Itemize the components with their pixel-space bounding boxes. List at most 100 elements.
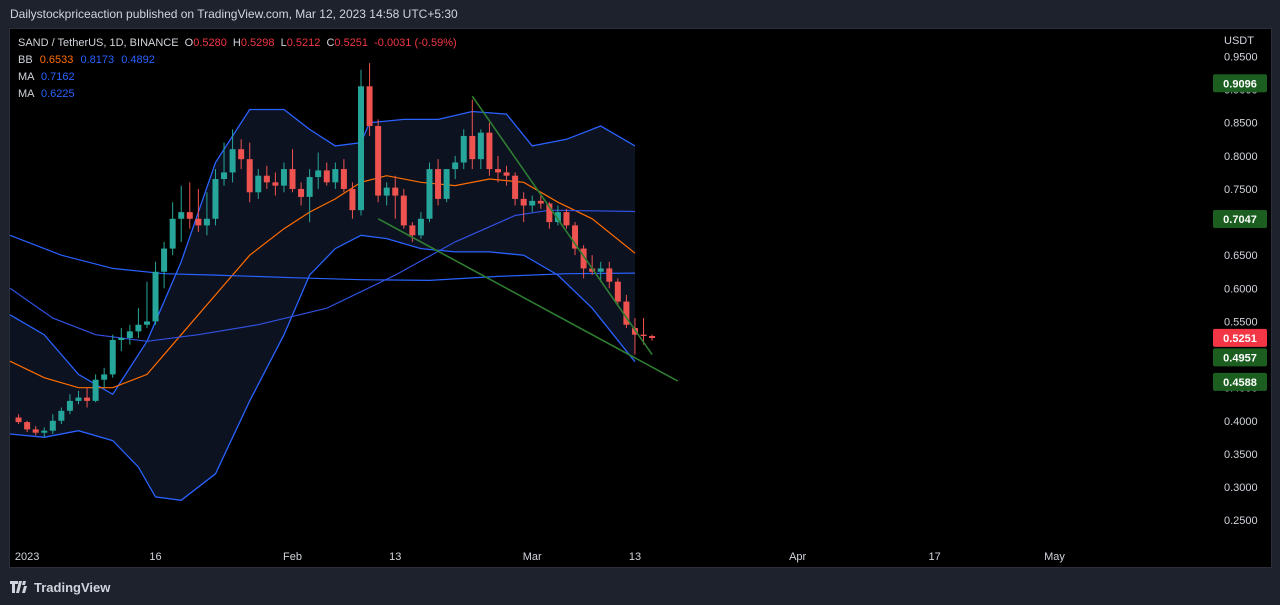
candle [426,162,433,223]
candle-body [246,159,253,193]
candle [512,172,519,206]
candle [178,185,185,242]
candle-body [375,126,382,196]
tradingview-logo-icon[interactable] [10,581,30,593]
candle-body [563,212,570,226]
candle [332,162,339,189]
candle [41,427,48,438]
candle [143,281,150,329]
legend-ma1-row[interactable]: MA 0.7162 [18,69,457,86]
candle [383,182,390,206]
time-tick-label: Feb [283,551,302,563]
candle-body [409,225,416,236]
candle [246,142,253,203]
candle-body [101,374,108,380]
candle-body [135,324,142,332]
candle [323,162,330,186]
candle-body [255,175,262,193]
candle-body [161,248,168,272]
price-badge: 0.4957 [1213,348,1267,367]
candle [400,188,407,229]
candle [289,149,296,193]
candlesticks [15,63,656,438]
candle [640,318,647,345]
trendline-upper [471,95,653,356]
candle [563,208,570,229]
legend-symbol-row: SAND / TetherUS, 1D, BINANCE O0.5280 H0.… [18,35,457,52]
trendlines [377,95,679,382]
candle-body [298,188,305,197]
candle [101,367,108,388]
candle-body [554,212,561,223]
candle [135,308,142,338]
symbol-title[interactable]: SAND / TetherUS, 1D, BINANCE [18,37,179,49]
candle [614,278,621,305]
price-badge-box [1213,74,1267,93]
ohlc-close-value: 0.5251 [334,37,369,49]
candle [580,245,587,279]
candle-body [417,218,424,236]
candle-body [263,175,270,183]
legend-bb-row[interactable]: BB 0.6533 0.8173 0.4892 [18,52,457,69]
candle-body [49,420,56,431]
time-axis[interactable]: 2023 16 Feb 13 Mar 13 Apr 17 May [15,551,1065,563]
price-tick-label: 0.4000 [1224,416,1258,428]
candle [452,155,459,180]
candle [572,222,579,256]
legend-ma2-row[interactable]: MA 0.6225 [18,86,457,103]
ma1-value: 0.7162 [40,71,75,83]
price-badge-label: 0.9096 [1223,78,1257,90]
candle-body [126,331,133,338]
candle [606,261,613,289]
brand-name[interactable]: TradingView [34,580,111,595]
candle-body [238,149,245,160]
ohlc-low-value: 0.5212 [286,37,321,49]
candle-body [512,175,519,199]
ma2-value: 0.6225 [40,88,75,100]
price-tick-label: 0.8000 [1224,151,1258,163]
candle-body [272,182,279,186]
ohlc-close-key: C [326,37,335,49]
price-badge-label: 0.7047 [1223,214,1257,226]
publisher-text: Dailystockpriceaction published on Tradi… [10,7,458,21]
candle [118,328,125,352]
candle [469,99,476,170]
price-badge-label: 0.4957 [1223,352,1257,364]
candle [109,334,116,378]
ohlc-low-key: L [280,37,287,49]
candle-body [186,212,193,219]
price-axis[interactable]: USDT0.95000.90000.85000.80000.75000.7000… [1224,35,1258,527]
candle-body [435,169,442,199]
ohlc-high-value: 0.5298 [240,37,275,49]
candle [392,175,399,219]
candle-body [84,397,91,401]
candle [15,414,22,425]
candle [306,169,313,223]
price-badge-label: 0.5251 [1223,333,1257,345]
candle-body [280,169,287,186]
candle [597,261,604,282]
ohlc-open-value: 0.5280 [193,37,227,49]
candle [409,222,416,242]
candle-body [323,170,330,183]
candle [477,129,484,170]
price-badge: 0.7047 [1213,209,1267,228]
candle [529,195,536,213]
price-tick-label: 0.6500 [1224,250,1258,262]
price-badge-label: 0.4588 [1223,377,1257,389]
publisher-bar: Dailystockpriceaction published on Tradi… [0,0,1280,28]
candle [203,192,210,236]
candle [212,169,219,226]
candle-body [289,169,296,189]
ohlc-change: -0.0031 (-0.59%) [374,37,457,49]
price-tick-label: 0.3500 [1224,449,1258,461]
candle-body [520,198,527,206]
bb-fill [10,109,635,501]
candle [349,182,356,219]
candle-body [306,177,313,197]
price-tick-label: 0.7500 [1224,184,1258,196]
candle [486,122,493,176]
candle-body [203,218,210,226]
price-axis-unit: USDT [1224,35,1254,47]
